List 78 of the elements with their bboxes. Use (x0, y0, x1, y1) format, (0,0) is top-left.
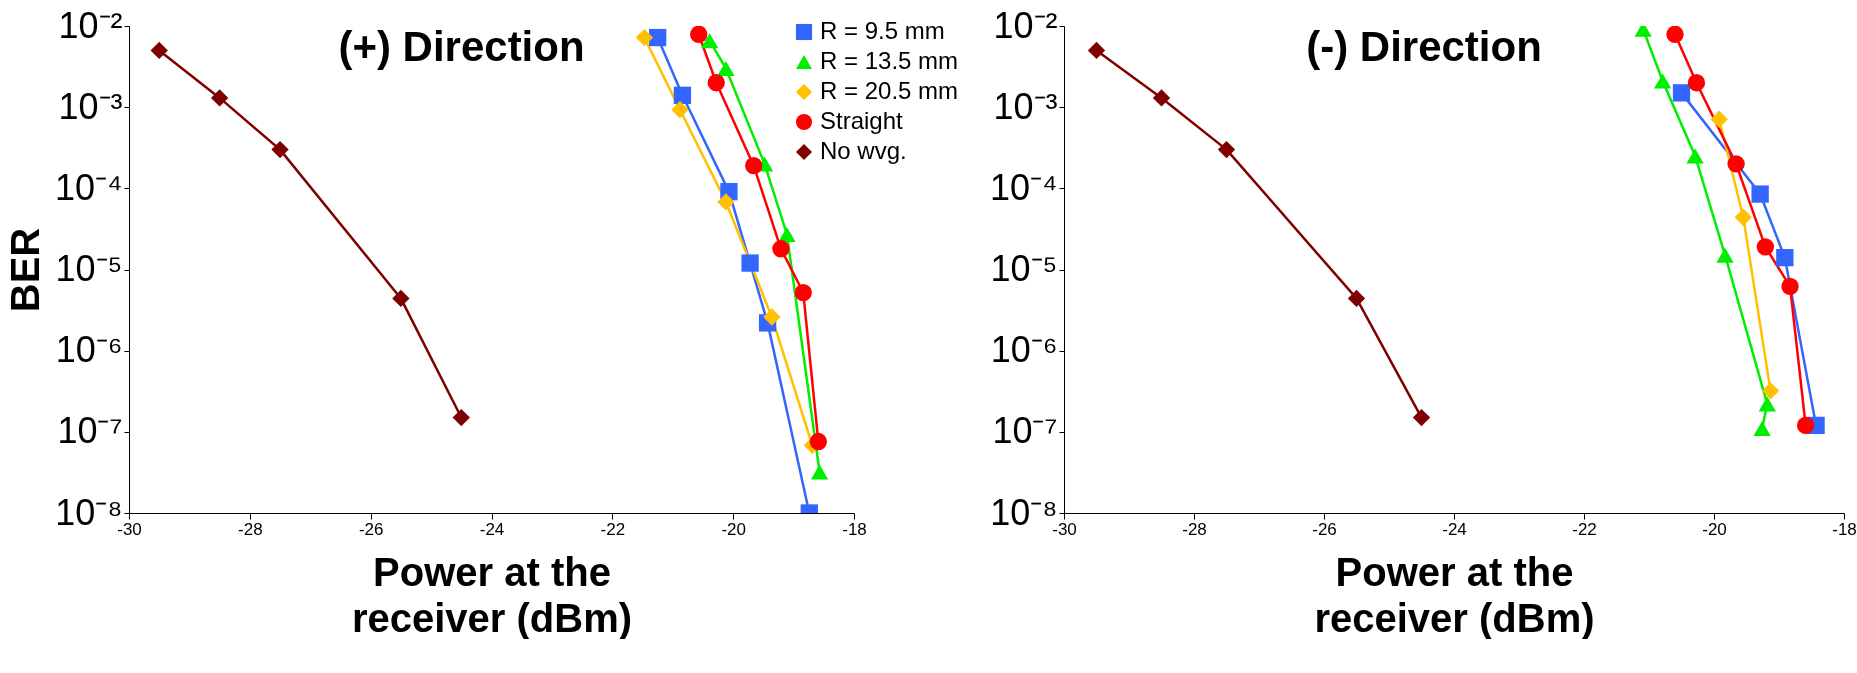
point (794, 283, 812, 302)
y-tick-label: 10⁻² (993, 4, 1058, 46)
point (271, 140, 289, 159)
x-tick-label: -22 (600, 519, 626, 539)
x-tick-label: -24 (1442, 519, 1467, 539)
point (1781, 277, 1799, 295)
y-tick-label: 10⁻³ (58, 85, 123, 127)
legend-label: R = 20.5 mm (820, 77, 959, 104)
point (763, 308, 781, 326)
x-tick-label: -20 (1702, 519, 1727, 539)
legend-label: R = 9.5 mm (820, 17, 945, 44)
x-tick-label: -30 (1052, 519, 1077, 539)
point (1347, 289, 1366, 308)
point (1727, 155, 1745, 173)
point (1666, 26, 1684, 43)
point (210, 89, 229, 107)
point (1751, 185, 1769, 203)
point (1753, 420, 1771, 436)
x-tick-label: -26 (358, 519, 384, 539)
point (1672, 84, 1691, 102)
point (635, 28, 654, 47)
chart-title: (-) Direction (1306, 23, 1542, 70)
point (1217, 140, 1236, 159)
point (745, 157, 763, 175)
point (1087, 41, 1106, 60)
point (741, 254, 759, 272)
point (452, 408, 470, 427)
y-tick-label: 10⁻⁷ (57, 410, 123, 452)
point (673, 86, 692, 104)
point (1734, 208, 1752, 226)
legend-label: R = 13.5 mm (820, 47, 959, 74)
point (690, 26, 708, 43)
y-tick-label: 10⁻⁵ (990, 248, 1058, 289)
point (1761, 382, 1780, 400)
chart-title: (+) Direction (338, 23, 585, 70)
point (1687, 74, 1706, 92)
point (809, 432, 828, 451)
x-tick-label: -26 (1312, 519, 1337, 539)
point (1796, 416, 1815, 435)
point (707, 74, 725, 92)
x-tick-label: -20 (721, 519, 746, 539)
point (648, 28, 667, 47)
x-tick-label: -28 (238, 519, 263, 539)
y-tick-label: 10⁻⁴ (989, 166, 1058, 208)
x-tick-label: -18 (842, 519, 867, 539)
point (1412, 408, 1431, 427)
y-tick-label: 10⁻⁶ (990, 329, 1058, 371)
legend-label: No wvg. (820, 137, 907, 164)
point (1653, 73, 1672, 89)
point (150, 41, 168, 60)
point (1710, 110, 1728, 128)
point (717, 60, 735, 76)
y-axis-title: BER (2, 227, 47, 313)
point (392, 289, 410, 308)
point (772, 240, 790, 258)
point (810, 464, 829, 480)
point (1152, 89, 1171, 107)
x-tick-label: -24 (479, 519, 505, 539)
y-tick-label: 10⁻⁷ (992, 410, 1058, 452)
point (778, 226, 796, 242)
point (671, 101, 689, 119)
point (1758, 396, 1776, 412)
y-tick-label: 10⁻³ (993, 85, 1058, 127)
point (1716, 247, 1734, 263)
x-tick-label: -18 (1832, 519, 1857, 539)
y-tick-label: 10⁻² (58, 4, 123, 46)
y-tick-label: 10⁻⁵ (55, 248, 123, 289)
x-tick-label: -22 (1572, 519, 1597, 539)
x-tick-label: -30 (117, 519, 142, 539)
point (1776, 248, 1794, 267)
point (717, 193, 735, 211)
legend-label: Straight (820, 107, 904, 134)
y-tick-label: 10⁻⁶ (55, 329, 123, 371)
y-tick-label: 10⁻⁴ (54, 166, 123, 208)
point (1756, 238, 1775, 256)
point (1686, 148, 1704, 164)
x-tick-label: -28 (1182, 519, 1207, 539)
point (700, 33, 719, 49)
